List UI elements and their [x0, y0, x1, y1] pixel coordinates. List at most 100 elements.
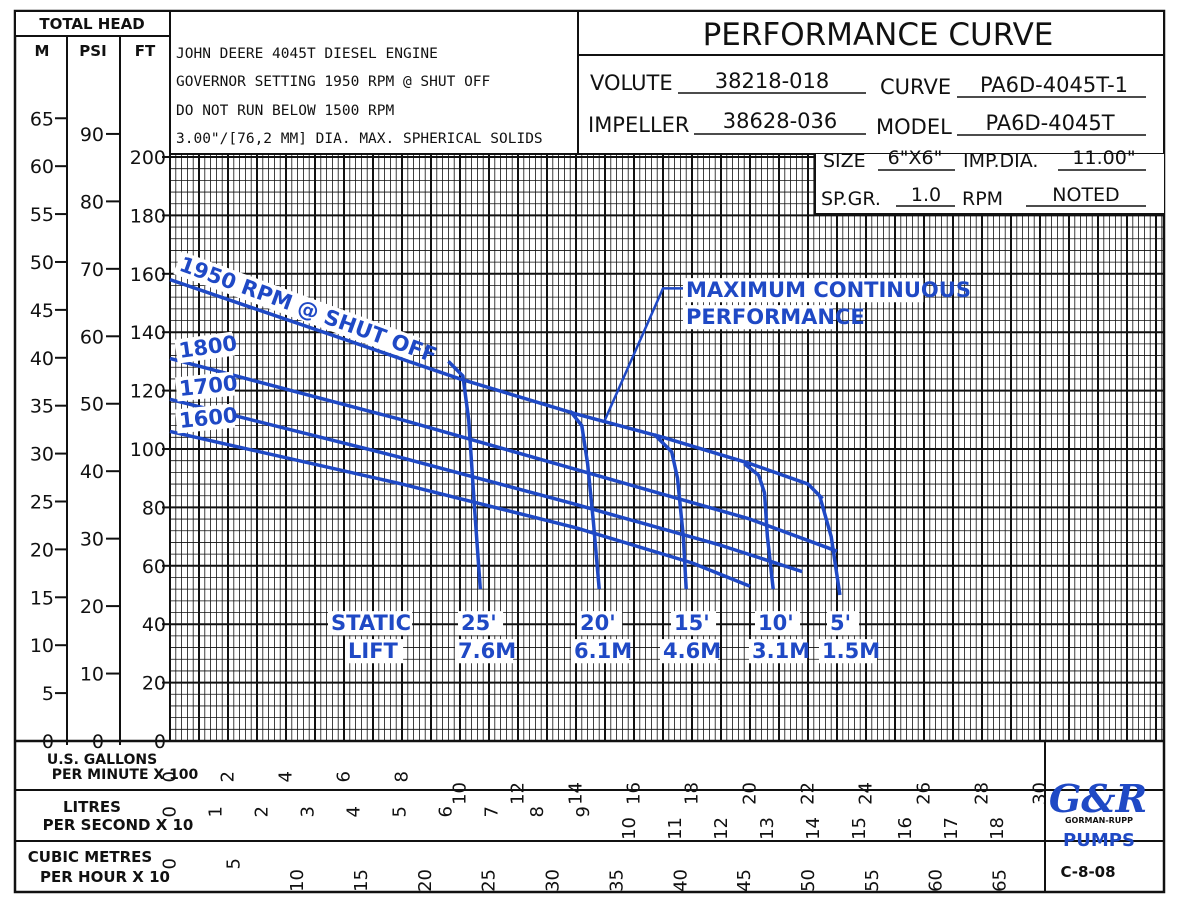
ft-tick-label: 180	[130, 205, 166, 227]
psi-tick-label: 30	[80, 529, 104, 551]
ft-tick-label: 140	[130, 322, 166, 344]
label-lift-m-3-group: 3.1M	[749, 639, 810, 664]
m3-label-line-1: CUBIC METRES	[28, 848, 152, 866]
litres-tick-label: 11	[665, 817, 686, 840]
label-lift-ft-1-bg	[577, 611, 623, 636]
label-static: STATIC	[331, 611, 411, 635]
m-tick-label: 15	[30, 587, 54, 609]
gpm-tick-label: 10	[450, 782, 471, 805]
size-label: SIZE	[823, 150, 866, 172]
psi-tick-label: 70	[80, 259, 104, 281]
label-1800-bg	[174, 331, 236, 364]
m3-tick-label: 50	[798, 869, 819, 892]
label-lift-m-1-group: 6.1M	[571, 639, 632, 664]
volute-label: VOLUTE	[590, 71, 673, 95]
note-line-3: DO NOT RUN BELOW 1500 RPM	[176, 103, 395, 119]
m3-tick-label: 15	[351, 869, 372, 892]
litres-tick-label: 2	[251, 806, 272, 817]
psi-tick-label: 60	[80, 326, 104, 348]
impeller-label: IMPELLER	[588, 113, 690, 137]
litres-tick-label: 0	[160, 806, 181, 817]
label-max-cont-1-bg	[683, 278, 924, 303]
label-lift-m-3-bg	[749, 639, 808, 664]
psi-tick-label: 40	[80, 461, 104, 483]
label-1600-group: 1600	[175, 403, 239, 434]
logo-letter-g: G	[1049, 776, 1081, 821]
litres-tick-label: 3	[297, 806, 318, 817]
label-lift-group: LIFT	[345, 639, 404, 664]
litres-label-line-1: LITRES	[63, 798, 121, 816]
m-tick-label: 65	[30, 108, 54, 130]
gpm-tick-label: 24	[856, 782, 877, 805]
litres-tick-label: 8	[527, 806, 548, 817]
xlabel-line-2: PER MINUTE X 100	[52, 767, 199, 783]
label-lift-m-2-group: 4.6M	[660, 639, 721, 664]
gpm-tick-label: 30	[1030, 782, 1051, 805]
m3-tick-label: 5	[223, 858, 244, 869]
psi-tick-label: 90	[80, 124, 104, 146]
lift-curve-15ft	[653, 433, 688, 590]
impeller-value: 38628-036	[723, 109, 837, 133]
litres-tick-label: 10	[619, 817, 640, 840]
label-1800: 1800	[177, 331, 238, 363]
m3-tick-label: 10	[287, 869, 308, 892]
gpm-tick-label: 12	[508, 782, 529, 805]
gpm-tick-label: 0	[160, 771, 181, 782]
curve-label: CURVE	[880, 75, 951, 99]
litres-tick-label: 18	[987, 817, 1008, 840]
litres-tick-label: 4	[343, 806, 364, 817]
label-static-bg	[328, 611, 413, 636]
spgr-value: 1.0	[911, 184, 941, 206]
psi-tick-label: 10	[80, 664, 104, 686]
logo-pumps: PUMPS	[1063, 830, 1135, 851]
note-line-2: GOVERNOR SETTING 1950 RPM @ SHUT OFF	[176, 74, 490, 90]
gpm-tick-label: 8	[392, 771, 413, 782]
series-line-1950	[169, 277, 824, 500]
label-lift-ft-2: 15'	[674, 611, 710, 635]
unit-ft-label: FT	[135, 42, 156, 60]
label-lift-ft-4-group: 5'	[827, 611, 860, 636]
label-static-group: STATIC	[328, 611, 413, 636]
performance-curves	[169, 277, 842, 596]
svg-text:G&R: G&R	[1049, 776, 1147, 821]
chart-title: PERFORMANCE CURVE	[703, 17, 1054, 53]
rpm-value: NOTED	[1052, 184, 1119, 206]
m-tick-label: 20	[30, 539, 54, 561]
label-lift-m-4: 1.5M	[822, 639, 880, 663]
label-1600: 1600	[178, 403, 239, 433]
lift-curve-5ft	[817, 495, 842, 596]
label-1700: 1700	[178, 371, 239, 401]
label-lift-ft-1: 20'	[580, 611, 616, 635]
unit-psi-label: PSI	[79, 42, 106, 60]
gpm-tick-label: 18	[682, 782, 703, 805]
ft-tick-label: 60	[142, 556, 166, 578]
max-cont-pointer	[603, 287, 687, 421]
logo-sub: GORMAN-RUPP	[1065, 816, 1133, 825]
m-tick-label: 35	[30, 396, 54, 418]
rpm-label: RPM	[962, 188, 1003, 210]
label-max-cont-1: MAXIMUM CONTINUOUS	[686, 278, 971, 302]
m-tick-label: 25	[30, 491, 54, 513]
gpm-tick-label: 2	[218, 771, 239, 782]
lift-curve-25ft	[447, 360, 483, 590]
ft-tick-label: 20	[142, 673, 166, 695]
label-lift-bg	[345, 639, 404, 664]
m3-label-line-2: PER HOUR X 10	[40, 868, 170, 886]
label-1700-group: 1700	[175, 371, 239, 402]
m-tick-label: 5	[42, 683, 54, 705]
label-lift-m-2-bg	[660, 639, 719, 664]
gpm-tick-label: 22	[798, 782, 819, 805]
model-label: MODEL	[876, 115, 952, 139]
x-axes: 0 2 4 6 810 12 14 16 18 20 22 24 26 28 300 1 2 3 4 5 6 7 8 910 1…	[160, 771, 1051, 892]
m3-tick-label: 0	[160, 858, 181, 869]
m-tick-label: 40	[30, 348, 54, 370]
label-1600-bg	[175, 403, 236, 434]
unit-m-label: M	[35, 42, 50, 60]
gorman-rupp-logo: G&R GORMAN-RUPP PUMPS	[1049, 776, 1147, 851]
label-max-cont-2-group: PERFORMANCE	[683, 305, 865, 330]
label-lift-ft-0: 25'	[461, 611, 497, 635]
litres-tick-label: 5	[389, 806, 410, 817]
label-lift-ft-3-bg	[755, 611, 801, 636]
gpm-tick-label: 20	[740, 782, 761, 805]
